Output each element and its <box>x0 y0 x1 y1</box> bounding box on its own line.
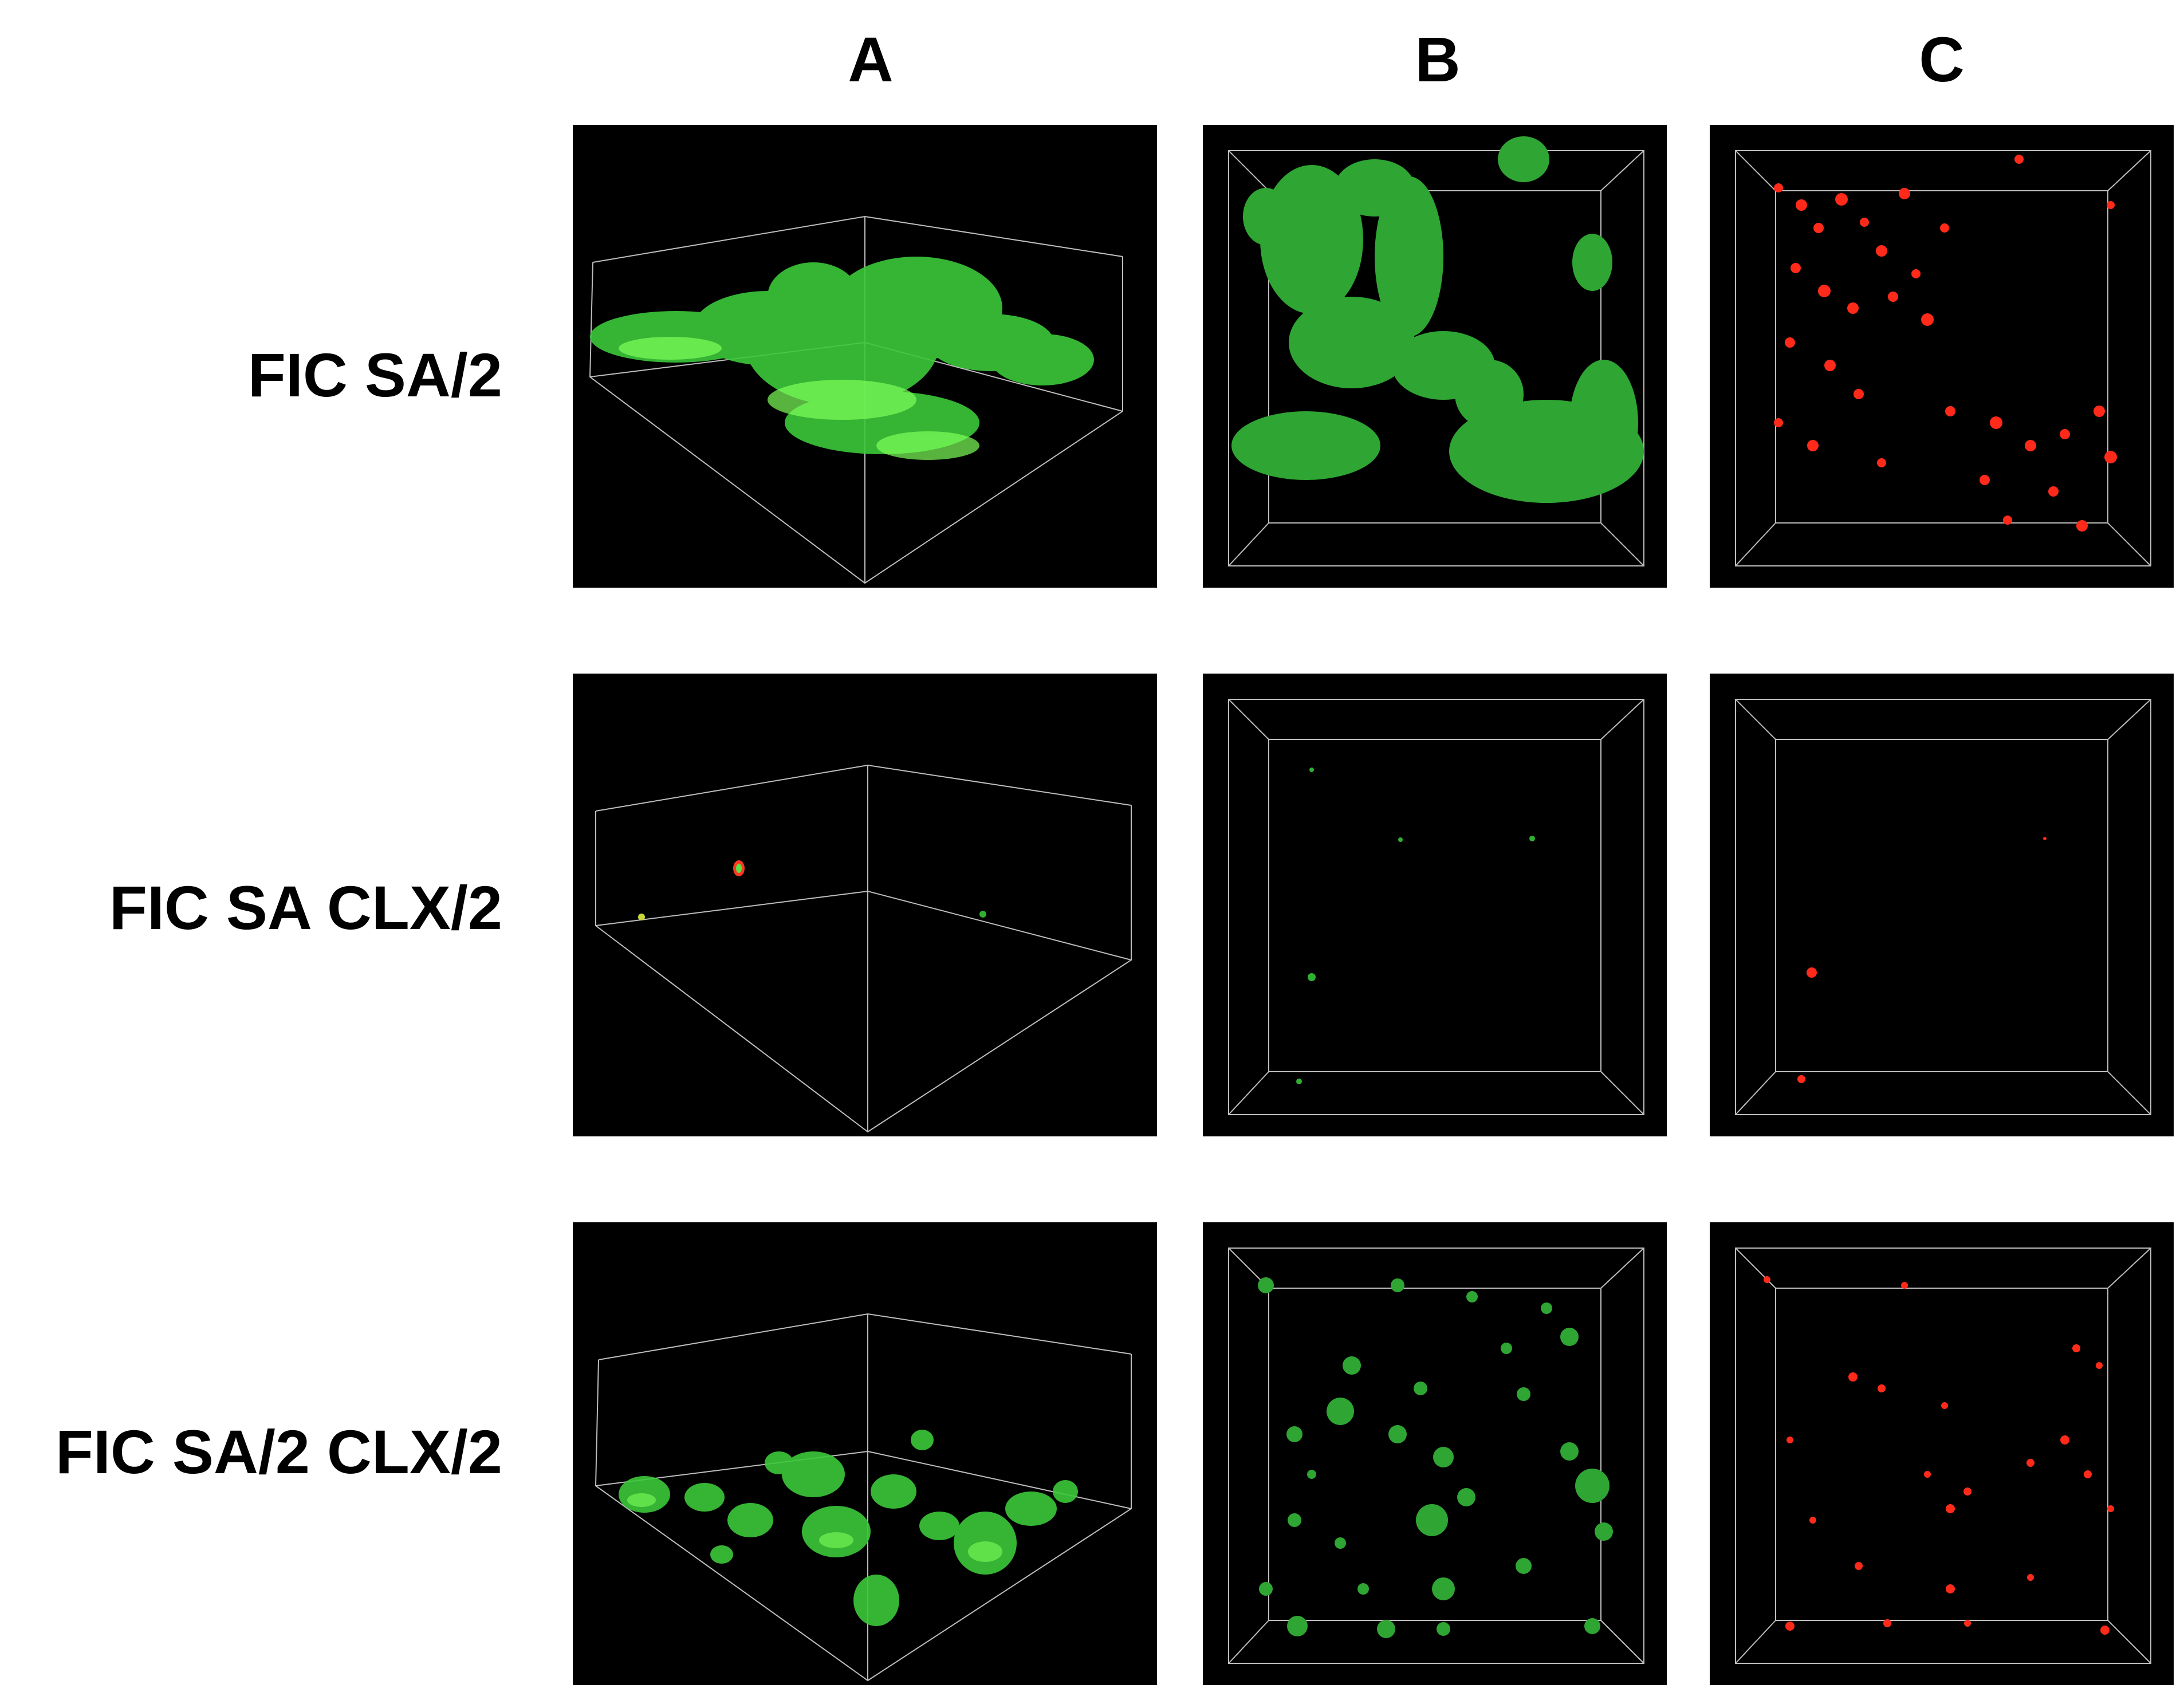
biofilm-3d-view-image <box>595 764 1132 1133</box>
row-label-2: FIC SA CLX/2 <box>109 873 502 942</box>
live-stain-top-view-image <box>1228 1248 1644 1664</box>
dead-stain-top-view-image <box>1735 699 2151 1115</box>
live-stain-top-view-image <box>1228 136 1644 566</box>
panel-row3-col-b <box>1203 1222 1667 1685</box>
column-header-c: C <box>1919 25 1965 95</box>
row-label-3: FIC SA/2 CLX/2 <box>55 1417 502 1486</box>
panel-row3-col-c <box>1710 1222 2174 1685</box>
live-stain-top-view-image <box>1228 699 1644 1115</box>
panel-row2-col-a <box>573 674 1157 1136</box>
panel-row1-col-c <box>1710 125 2174 588</box>
column-header-a: A <box>848 25 894 95</box>
row-label-1: FIC SA/2 <box>247 340 502 410</box>
panel-row2-col-c <box>1710 674 2174 1136</box>
dead-stain-top-view-image <box>1735 150 2151 566</box>
panel-row1-col-b <box>1203 125 1667 588</box>
biofilm-3d-view-image <box>589 215 1123 584</box>
panel-row3-col-a <box>573 1222 1157 1685</box>
column-header-b: B <box>1415 25 1461 95</box>
dead-stain-top-view-image <box>1735 1248 2151 1664</box>
biofilm-3d-view-image <box>595 1313 1132 1682</box>
panel-row2-col-b <box>1203 674 1667 1136</box>
panel-row1-col-a <box>573 125 1157 588</box>
